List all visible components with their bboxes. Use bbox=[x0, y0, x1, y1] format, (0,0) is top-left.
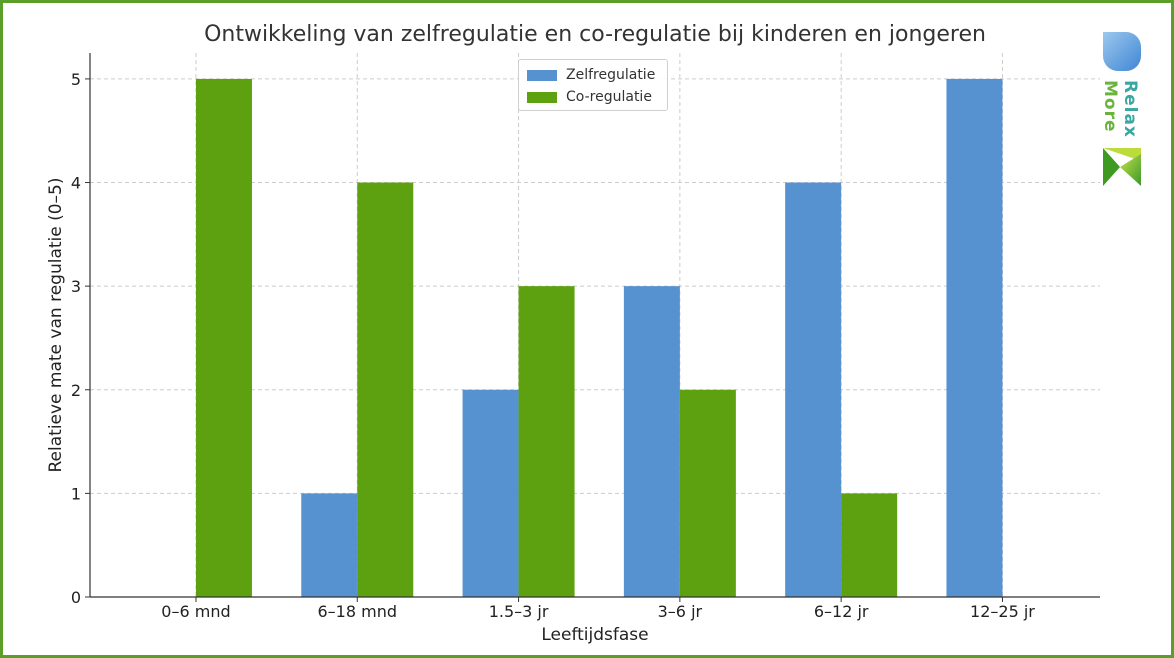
legend-entry-co-regulatie: Co-regulatie bbox=[527, 86, 659, 108]
bar-zelfregulatie-1 bbox=[301, 493, 358, 597]
x-tick-label: 3–6 jr bbox=[658, 602, 703, 621]
bar-zelfregulatie-2 bbox=[462, 389, 519, 597]
relaxmore-logo-icon bbox=[1103, 32, 1141, 186]
logo-text-relax: Relax bbox=[1120, 80, 1140, 138]
legend-entry-zelfregulatie: Zelfregulatie bbox=[527, 64, 659, 86]
bar-co-regulatie-2 bbox=[518, 286, 575, 597]
x-tick-label: 1.5–3 jr bbox=[489, 602, 549, 621]
legend-label-zelfregulatie: Zelfregulatie bbox=[566, 67, 656, 83]
y-tick-label: 1 bbox=[71, 484, 81, 503]
bar-zelfregulatie-3 bbox=[623, 286, 680, 597]
bar-co-regulatie-3 bbox=[679, 389, 736, 597]
y-tick-label: 2 bbox=[71, 381, 81, 400]
chart-title: Ontwikkeling van zelfregulatie en co-reg… bbox=[204, 22, 986, 47]
bar-zelfregulatie-4 bbox=[785, 182, 842, 597]
y-tick-label: 3 bbox=[71, 277, 81, 296]
relaxmore-logo-text: Relax More bbox=[1100, 80, 1144, 140]
y-tick-label: 4 bbox=[71, 174, 81, 193]
relaxmore-logo bbox=[1100, 30, 1144, 190]
y-tick-label: 5 bbox=[71, 70, 81, 89]
bar-zelfregulatie-5 bbox=[946, 78, 1003, 597]
chart-legend: Zelfregulatie Co-regulatie bbox=[518, 59, 668, 111]
x-tick-label: 0–6 mnd bbox=[161, 602, 230, 621]
bar-co-regulatie-4 bbox=[841, 493, 898, 597]
legend-label-co-regulatie: Co-regulatie bbox=[566, 89, 652, 105]
x-tick-label: 6–12 jr bbox=[814, 602, 869, 621]
bar-co-regulatie-1 bbox=[357, 182, 414, 597]
legend-swatch-co-regulatie bbox=[527, 91, 557, 103]
bar-co-regulatie-0 bbox=[195, 78, 252, 597]
y-tick-label: 0 bbox=[71, 588, 81, 607]
y-axis-label: Relatieve mate van regulatie (0–5) bbox=[46, 177, 66, 472]
x-tick-label: 6–18 mnd bbox=[318, 602, 398, 621]
x-tick-label: 12–25 jr bbox=[970, 602, 1035, 621]
logo-text-more: More bbox=[1100, 80, 1120, 133]
x-axis-label: Leeftijdsfase bbox=[541, 625, 648, 645]
legend-swatch-zelfregulatie bbox=[527, 69, 557, 81]
